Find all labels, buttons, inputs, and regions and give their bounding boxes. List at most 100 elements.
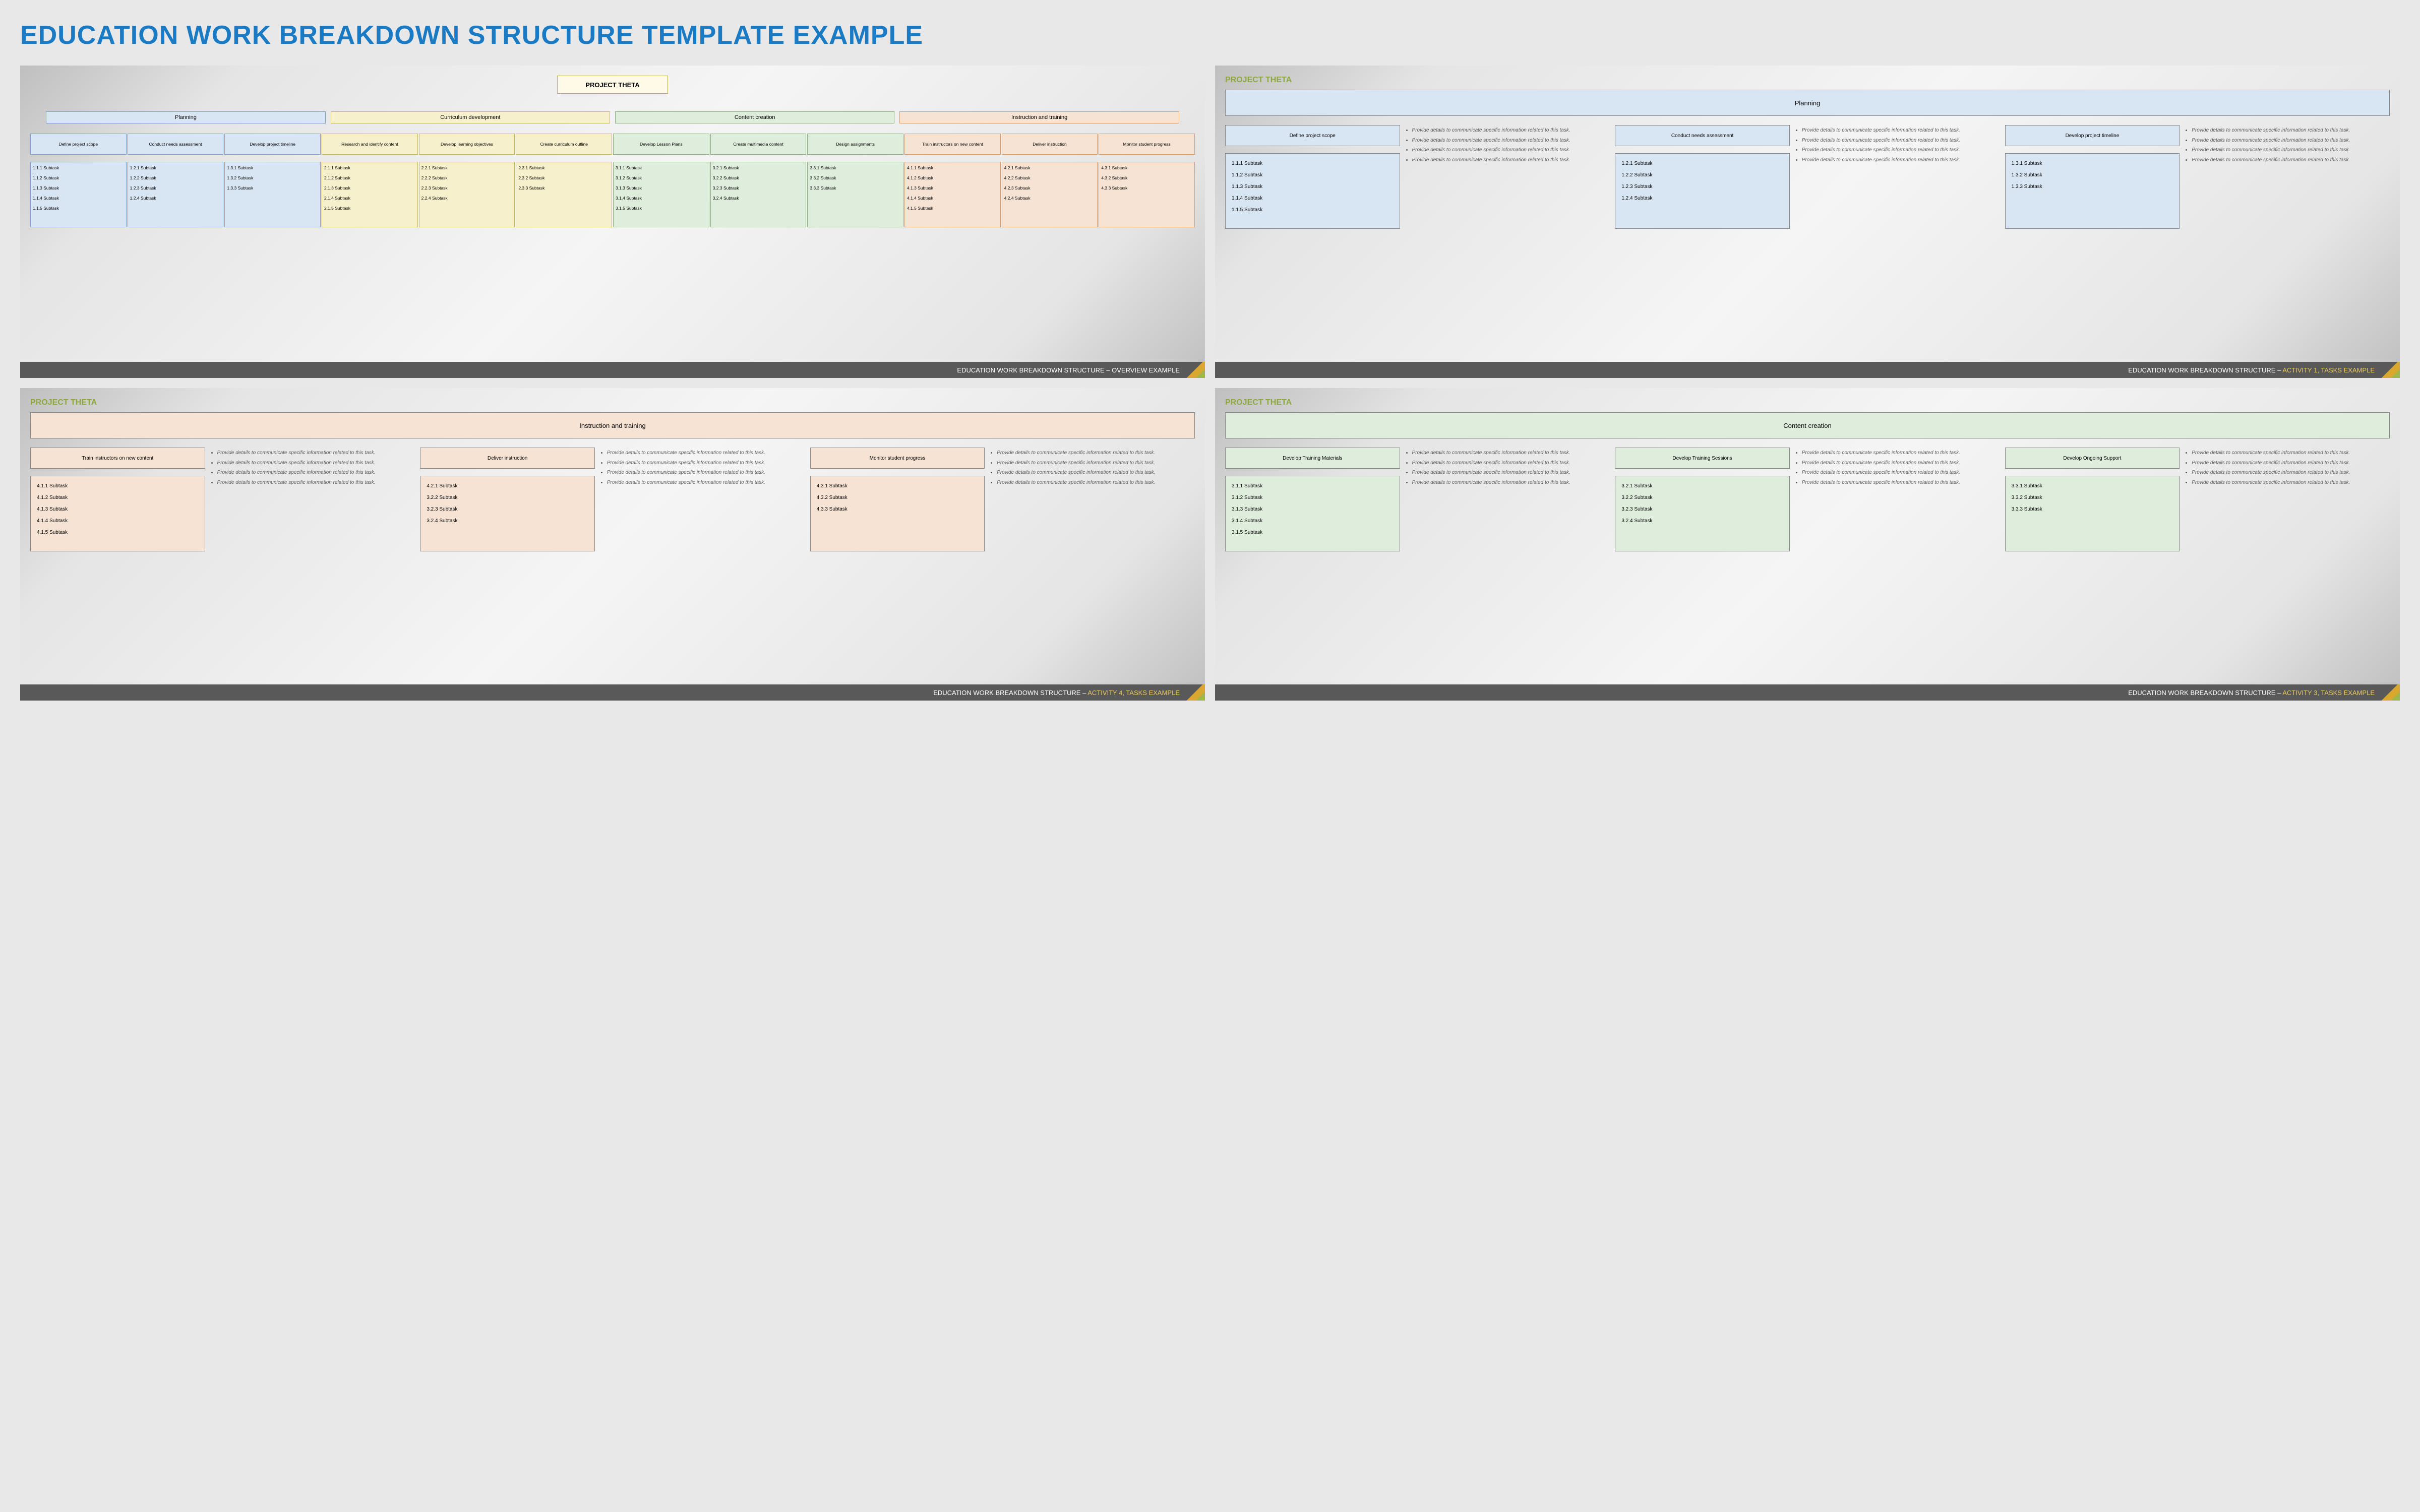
bullet-list: Provide details to communicate specific … bbox=[1405, 448, 1610, 486]
subtask-box: 3.3.1 Subtask3.3.2 Subtask3.3.3 Subtask bbox=[2005, 476, 2180, 551]
level2-box: Develop Lesson Plans bbox=[613, 134, 709, 155]
slide-footer: EDUCATION WORK BREAKDOWN STRUCTURE – ACT… bbox=[20, 684, 1205, 701]
detail-row: Develop Training Materials3.1.1 Subtask3… bbox=[1225, 448, 2390, 551]
level2-box: Conduct needs assessment bbox=[128, 134, 224, 155]
subtask-label: 4.1.4 Subtask bbox=[907, 196, 998, 201]
subtask-label: 2.2.2 Subtask bbox=[421, 175, 513, 180]
level-group: Research and identify contentDevelop lea… bbox=[322, 134, 612, 227]
bullet-item: Provide details to communicate specific … bbox=[1412, 127, 1610, 134]
subtask-label: 3.3.3 Subtask bbox=[2012, 507, 2173, 512]
slide-heading: PROJECT THETA bbox=[30, 398, 1195, 407]
bullet-list: Provide details to communicate specific … bbox=[1795, 448, 2000, 486]
level2-box: Train instructors on new content bbox=[904, 134, 1001, 155]
subtask-label: 4.1.1 Subtask bbox=[37, 483, 199, 489]
subtask-label: 3.1.3 Subtask bbox=[616, 185, 707, 191]
bullet-item: Provide details to communicate specific … bbox=[217, 479, 415, 486]
bullet-item: Provide details to communicate specific … bbox=[997, 450, 1195, 457]
bullet-item: Provide details to communicate specific … bbox=[607, 450, 805, 457]
subtask-label: 4.2.1 Subtask bbox=[427, 483, 588, 489]
bullet-item: Provide details to communicate specific … bbox=[2192, 147, 2390, 154]
subtask-label: 3.1.3 Subtask bbox=[1232, 507, 1394, 512]
bullet-item: Provide details to communicate specific … bbox=[2192, 460, 2390, 467]
bullet-item: Provide details to communicate specific … bbox=[2192, 127, 2390, 134]
bullet-item: Provide details to communicate specific … bbox=[607, 469, 805, 476]
subtask-label: 3.1.4 Subtask bbox=[616, 196, 707, 201]
subtask-label: 1.2.3 Subtask bbox=[130, 185, 221, 191]
slide-activity-3: PROJECT THETA Content creationDevelop Tr… bbox=[1215, 388, 2400, 701]
bullet-item: Provide details to communicate specific … bbox=[1802, 450, 2000, 457]
bullet-item: Provide details to communicate specific … bbox=[1412, 479, 1610, 486]
detail-column: Define project scope1.1.1 Subtask1.1.2 S… bbox=[1225, 125, 1610, 229]
bullet-list: Provide details to communicate specific … bbox=[1405, 125, 1610, 163]
subtask-label: 3.3.2 Subtask bbox=[810, 175, 901, 180]
level2-box: Research and identify content bbox=[322, 134, 418, 155]
subtask-label: 4.2.2 Subtask bbox=[1004, 175, 1096, 180]
task-box: Deliver instruction bbox=[420, 448, 595, 469]
subtask-label: 2.2.4 Subtask bbox=[421, 196, 513, 201]
level-group: Train instructors on new contentDeliver … bbox=[904, 134, 1195, 227]
subtask-label: 3.2.3 Subtask bbox=[1621, 507, 1783, 512]
subtask-label: 3.2.3 Subtask bbox=[427, 507, 588, 512]
subtask-label: 4.2.4 Subtask bbox=[1004, 196, 1096, 201]
level3-box: 4.2.1 Subtask4.2.2 Subtask4.2.3 Subtask4… bbox=[1002, 162, 1098, 227]
task-box: Develop Ongoing Support bbox=[2005, 448, 2180, 469]
subtask-label: 4.1.5 Subtask bbox=[37, 530, 199, 535]
subtask-label: 1.1.2 Subtask bbox=[33, 175, 124, 180]
subtask-label: 2.3.3 Subtask bbox=[518, 185, 610, 191]
footer-text: EDUCATION WORK BREAKDOWN STRUCTURE – ACT… bbox=[2128, 366, 2375, 374]
bullet-item: Provide details to communicate specific … bbox=[2192, 157, 2390, 164]
subtask-label: 2.1.3 Subtask bbox=[324, 185, 415, 191]
bullet-item: Provide details to communicate specific … bbox=[1802, 147, 2000, 154]
subtask-label: 4.2.3 Subtask bbox=[1004, 185, 1096, 191]
subtask-box: 1.1.1 Subtask1.1.2 Subtask1.1.3 Subtask1… bbox=[1225, 153, 1400, 229]
subtask-label: 4.1.1 Subtask bbox=[907, 165, 998, 170]
bullet-item: Provide details to communicate specific … bbox=[607, 460, 805, 467]
subtask-label: 1.2.4 Subtask bbox=[1621, 196, 1783, 201]
bullet-item: Provide details to communicate specific … bbox=[997, 460, 1195, 467]
subtask-label: 3.2.3 Subtask bbox=[713, 185, 804, 191]
level3-box: 1.2.1 Subtask1.2.2 Subtask1.2.3 Subtask1… bbox=[128, 162, 224, 227]
level-group: Develop Lesson PlansCreate multimedia co… bbox=[613, 134, 903, 227]
subtask-label: 3.2.4 Subtask bbox=[1621, 518, 1783, 524]
task-box: Monitor student progress bbox=[810, 448, 985, 469]
subtask-label: 4.1.5 Subtask bbox=[907, 206, 998, 211]
subtask-label: 1.2.2 Subtask bbox=[130, 175, 221, 180]
bullet-list: Provide details to communicate specific … bbox=[1795, 125, 2000, 163]
subtask-label: 3.3.2 Subtask bbox=[2012, 495, 2173, 500]
bullet-item: Provide details to communicate specific … bbox=[607, 479, 805, 486]
subtask-label: 4.3.3 Subtask bbox=[1101, 185, 1192, 191]
detail-column: Develop Training Materials3.1.1 Subtask3… bbox=[1225, 448, 1610, 551]
level1-box: Instruction and training bbox=[899, 111, 1179, 123]
bullet-list: Provide details to communicate specific … bbox=[210, 448, 415, 486]
subtask-label: 1.2.3 Subtask bbox=[1621, 184, 1783, 190]
bullet-item: Provide details to communicate specific … bbox=[1412, 450, 1610, 457]
subtask-label: 3.3.1 Subtask bbox=[810, 165, 901, 170]
subtask-box: 3.1.1 Subtask3.1.2 Subtask3.1.3 Subtask3… bbox=[1225, 476, 1400, 551]
level1-box: Content creation bbox=[615, 111, 894, 123]
bullet-item: Provide details to communicate specific … bbox=[1802, 157, 2000, 164]
subtask-label: 3.2.4 Subtask bbox=[713, 196, 804, 201]
bullet-list: Provide details to communicate specific … bbox=[2185, 448, 2390, 486]
subtask-label: 1.3.1 Subtask bbox=[2012, 161, 2173, 166]
slide-grid: PROJECT THETA PlanningCurriculum develop… bbox=[20, 66, 2400, 701]
subtask-label: 4.3.2 Subtask bbox=[817, 495, 979, 500]
task-box: Conduct needs assessment bbox=[1615, 125, 1790, 146]
subtask-label: 2.2.1 Subtask bbox=[421, 165, 513, 170]
detail-row: Train instructors on new content 4.1.1 Su… bbox=[30, 448, 1195, 551]
footer-text: EDUCATION WORK BREAKDOWN STRUCTURE – ACT… bbox=[933, 689, 1180, 697]
subtask-label: 1.2.2 Subtask bbox=[1621, 172, 1783, 178]
subtask-label: 3.2.2 Subtask bbox=[427, 495, 588, 500]
subtask-label: 1.1.4 Subtask bbox=[33, 196, 124, 201]
bullet-item: Provide details to communicate specific … bbox=[217, 469, 415, 476]
subtask-label: 3.2.1 Subtask bbox=[713, 165, 804, 170]
level3-box: 4.3.1 Subtask4.3.2 Subtask4.3.3 Subtask bbox=[1099, 162, 1195, 227]
bullet-list: Provide details to communicate specific … bbox=[2185, 125, 2390, 163]
task-box: Train instructors on new content bbox=[30, 448, 205, 469]
subtask-label: 4.3.1 Subtask bbox=[1101, 165, 1192, 170]
subtask-label: 1.2.1 Subtask bbox=[130, 165, 221, 170]
bullet-list: Provide details to communicate specific … bbox=[600, 448, 805, 486]
subtask-label: 3.3.3 Subtask bbox=[810, 185, 901, 191]
footer-text: EDUCATION WORK BREAKDOWN STRUCTURE – OVE… bbox=[957, 366, 1180, 374]
bullet-item: Provide details to communicate specific … bbox=[1412, 147, 1610, 154]
bullet-item: Provide details to communicate specific … bbox=[1802, 137, 2000, 144]
